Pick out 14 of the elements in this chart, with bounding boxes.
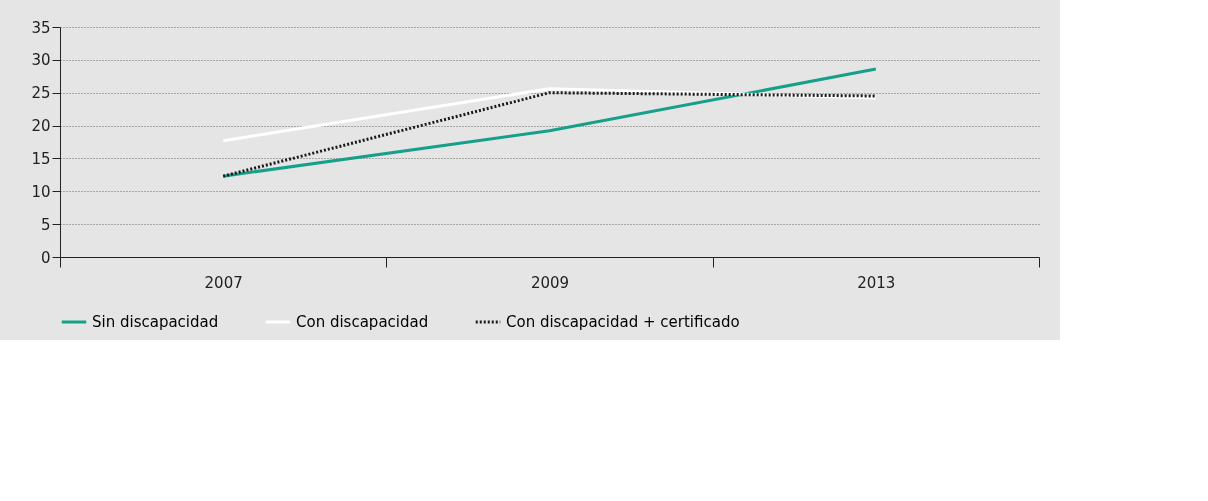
y-tick-label: 25	[31, 84, 51, 103]
y-tick-label: 30	[31, 51, 51, 70]
y-tick-label: 35	[31, 18, 51, 37]
legend-label: Con discapacidad + certificado	[506, 313, 740, 331]
y-tick-label: 20	[31, 117, 51, 136]
y-tick-label: 0	[40, 248, 51, 267]
legend-label: Con discapacidad	[296, 313, 429, 331]
x-tick-label: 2007	[204, 273, 243, 292]
y-tick-label: 15	[31, 149, 51, 168]
x-tick-label: 2009	[530, 273, 570, 292]
y-tick-label: 10	[31, 182, 51, 201]
x-tick-label: 2013	[857, 273, 896, 292]
y-tick-label: 5	[40, 215, 51, 234]
legend-label: Sin discapacidad	[92, 313, 219, 331]
